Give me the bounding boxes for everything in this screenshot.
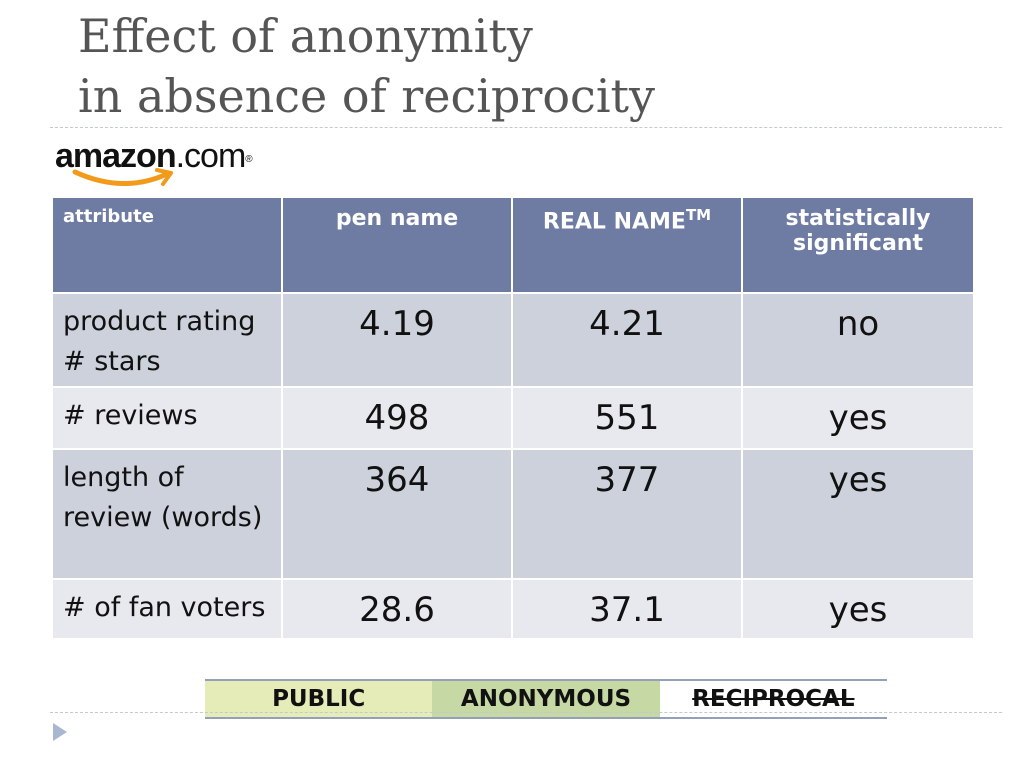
header-real-name: REAL NAMETM [511, 196, 743, 294]
header-attribute: attribute [51, 196, 283, 294]
significance-value: yes [741, 386, 975, 450]
pen-name-value: 498 [281, 386, 513, 450]
legend-reciprocal: RECIPROCAL [659, 681, 887, 717]
legend-strip: PUBLIC ANONYMOUS RECIPROCAL [205, 679, 887, 719]
real-name-value: 377 [511, 448, 743, 580]
row-label: product rating # stars [51, 292, 283, 388]
legend-anonymous: ANONYMOUS [432, 681, 660, 717]
table-row: length of review (words) 364 377 yes [51, 448, 975, 580]
significance-value: no [741, 292, 975, 388]
significance-value: yes [741, 448, 975, 580]
significance-value: yes [741, 578, 975, 640]
real-name-value: 37.1 [511, 578, 743, 640]
amazon-logo: amazon.com® [55, 136, 305, 192]
slide-title-line2: in absence of reciprocity [78, 69, 655, 123]
footer-divider [50, 712, 1002, 713]
pen-name-value: 28.6 [281, 578, 513, 640]
legend-public: PUBLIC [205, 681, 433, 717]
amazon-logo-wordmark: amazon.com® [55, 137, 253, 175]
slide-title: Effect of anonymity in absence of recipr… [78, 6, 655, 126]
amazon-smile-icon [72, 168, 173, 186]
comparison-table: attribute pen name REAL NAMETM statistic… [51, 196, 975, 640]
pen-name-value: 4.19 [281, 292, 513, 388]
row-label: # reviews [51, 386, 283, 450]
table-row: # reviews 498 551 yes [51, 386, 975, 450]
triangle-right-icon[interactable] [52, 722, 68, 742]
table-header-row: attribute pen name REAL NAMETM statistic… [51, 196, 975, 294]
table-row: product rating # stars 4.19 4.21 no [51, 292, 975, 388]
table-row: # of fan voters 28.6 37.1 yes [51, 578, 975, 640]
real-name-value: 4.21 [511, 292, 743, 388]
header-pen-name: pen name [281, 196, 513, 294]
header-significance: statistically significant [741, 196, 975, 294]
slide-title-line1: Effect of anonymity [78, 9, 533, 63]
real-name-value: 551 [511, 386, 743, 450]
pen-name-value: 364 [281, 448, 513, 580]
row-label: # of fan voters [51, 578, 283, 640]
title-divider [50, 127, 1002, 128]
row-label: length of review (words) [51, 448, 283, 580]
